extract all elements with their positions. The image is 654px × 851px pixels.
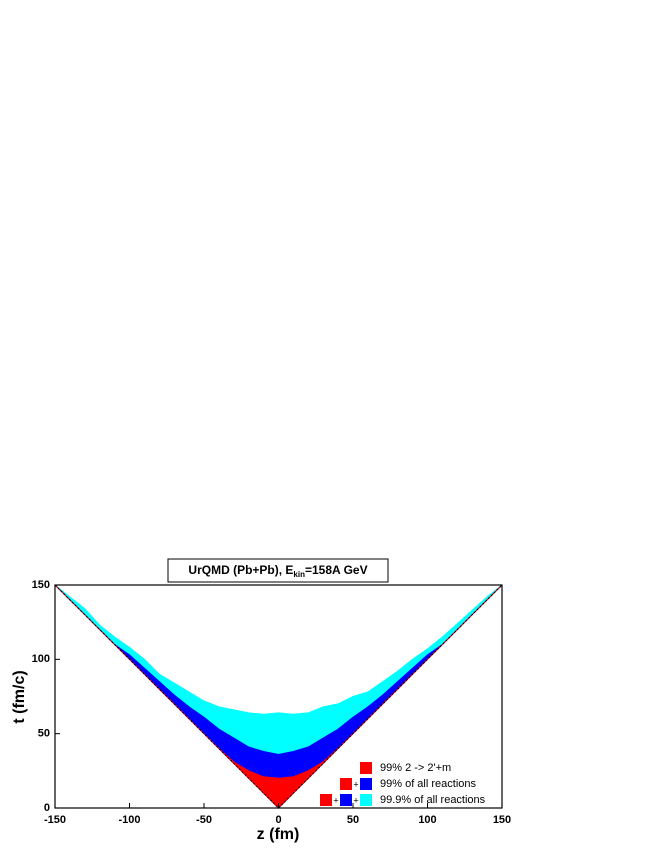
region [54,584,503,809]
x-tick-label: 50 [347,814,359,826]
title-subscript: kin [293,570,305,579]
light-cone-line [54,584,503,809]
title-main: UrQMD (Pb+Pb), E [188,563,293,577]
legend-swatch [360,794,372,806]
y-tick-label: 150 [32,579,50,591]
legend-label: 99% of all reactions [380,778,476,790]
title-suffix: =158A GeV [305,563,368,577]
title-box [167,558,389,583]
y-tick-label: 100 [32,653,50,665]
x-tick-label: 0 [275,814,281,826]
legend-swatch [360,762,372,774]
legend-joiner: + [353,795,358,805]
y-tick-label: 0 [44,802,50,814]
legend-swatch [360,778,372,790]
x-tick-label: 100 [418,814,436,826]
y-tick-label: 50 [38,728,50,740]
x-axis-label: z (fm) [257,826,300,843]
chart-title: UrQMD (Pb+Pb), Ekin=158A GeV [188,563,367,579]
x-tick-label: -150 [44,814,66,826]
legend-joiner: + [333,795,338,805]
legend-swatch [320,794,332,806]
x-tick-label: -100 [118,814,140,826]
legend-label: 99.9% of all reactions [380,794,486,806]
legend-joiner: + [353,779,358,789]
legend-swatch [340,794,352,806]
legend-label: 99% 2 -> 2'+m [380,762,451,774]
x-tick-label: -50 [196,814,212,826]
y-axis-label: t (fm/c) [11,670,28,723]
x-tick-label: 150 [493,814,511,826]
legend-swatch [340,778,352,790]
